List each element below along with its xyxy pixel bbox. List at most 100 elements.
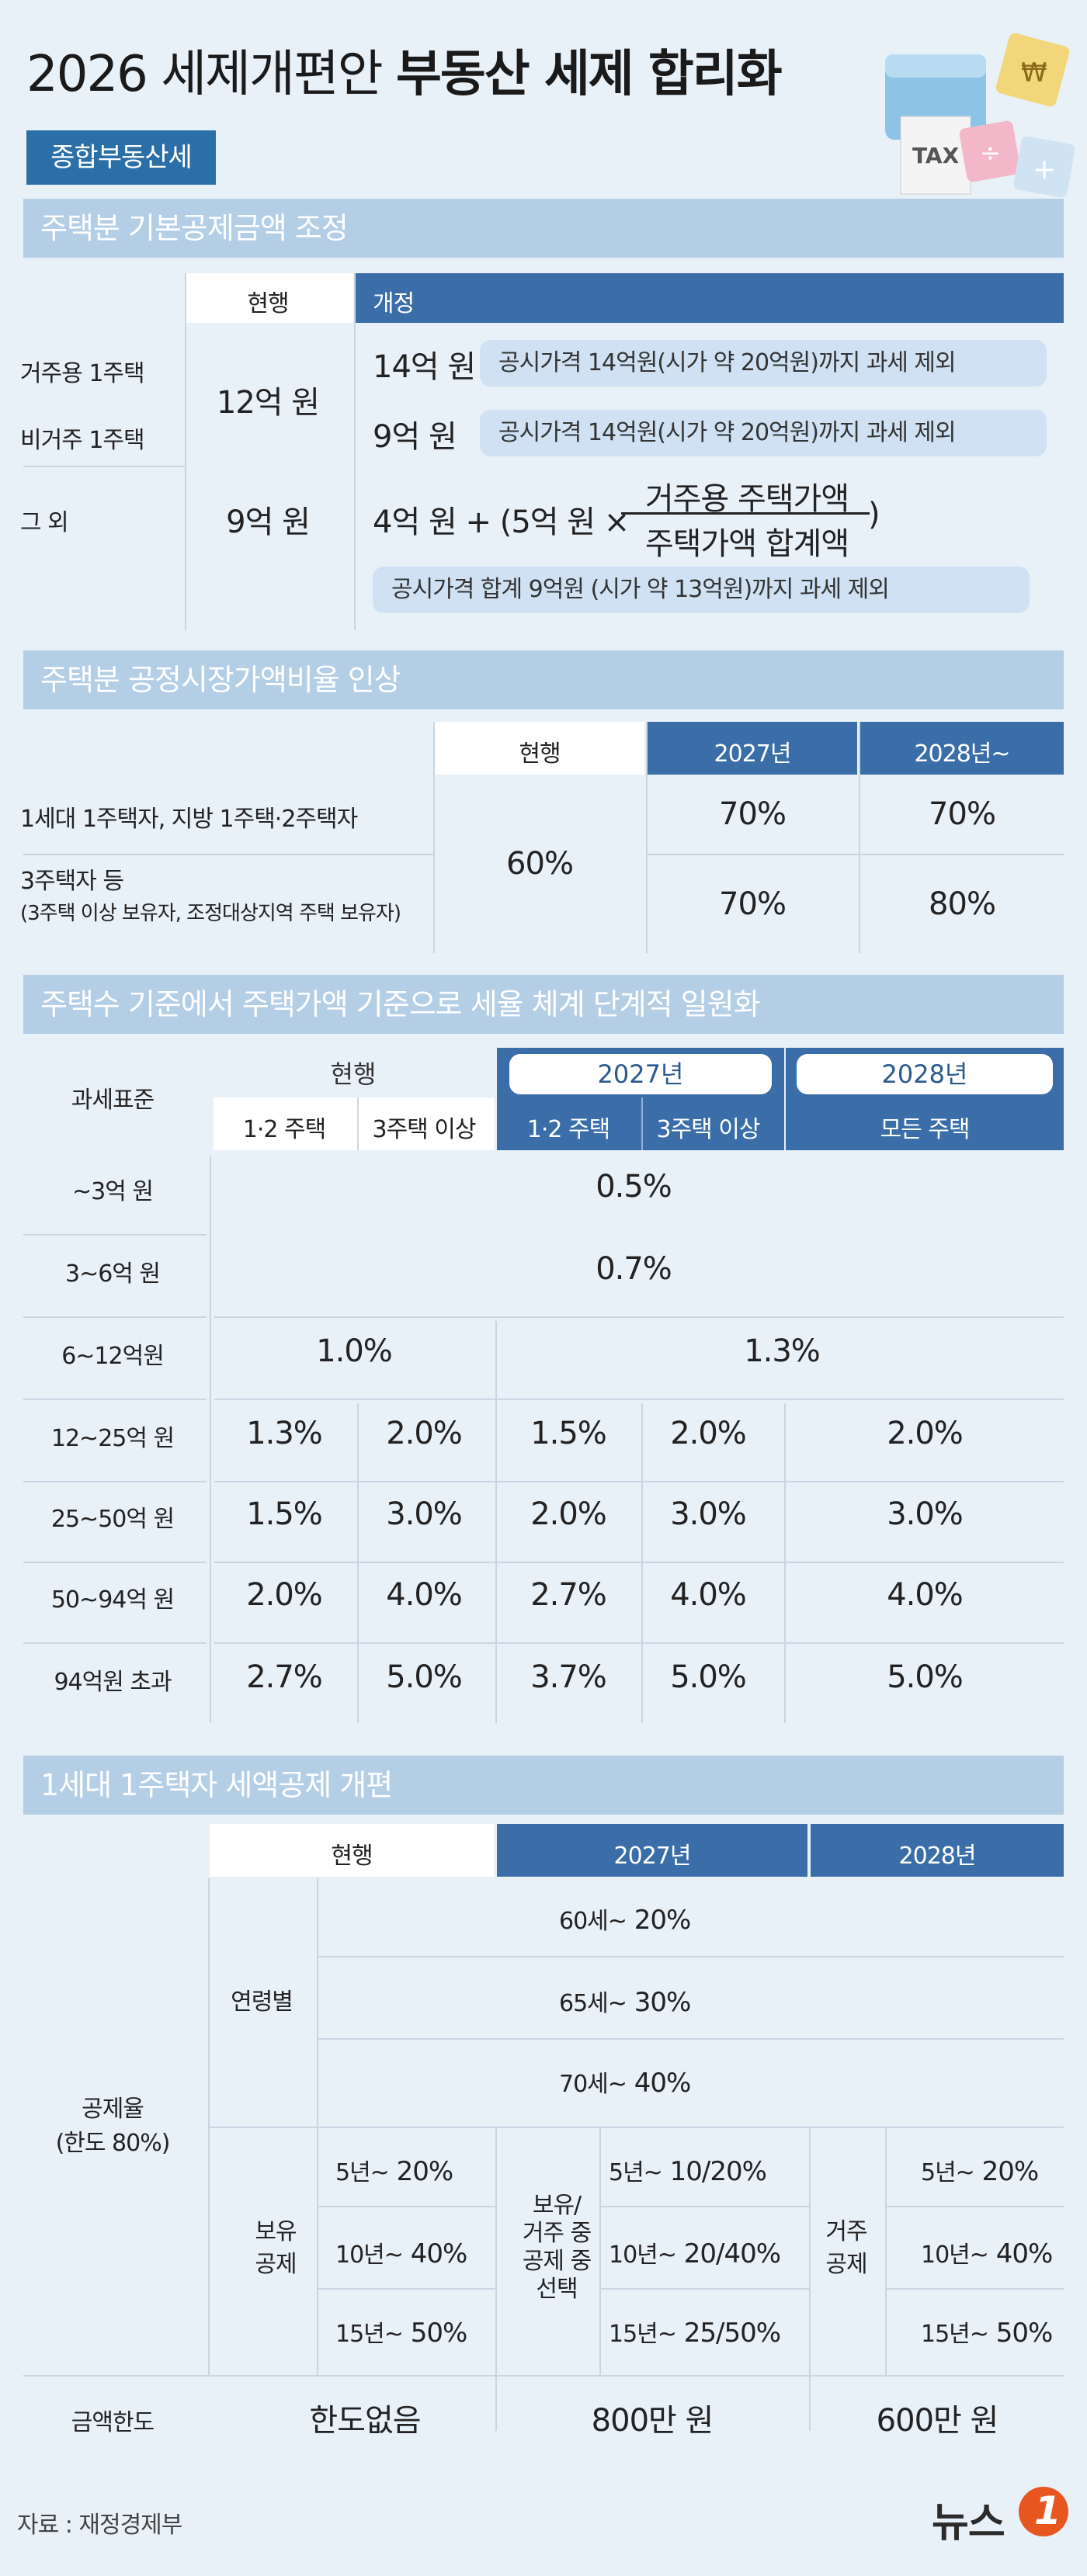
rate-cell: 2.0% bbox=[530, 1496, 607, 1532]
limit-label: 금액한도 bbox=[71, 2409, 155, 2436]
rate-merged: 0.7% bbox=[596, 1251, 672, 1287]
ratio-r2-2027: 70% bbox=[719, 886, 787, 922]
rate-row-label: 94억원 초과 bbox=[54, 1669, 172, 1696]
svg-text:TAX: TAX bbox=[912, 143, 960, 168]
sel-label-2: 거주 중 bbox=[522, 2220, 592, 2247]
rate-cell: 4.0% bbox=[887, 1577, 964, 1613]
hold-label-2: 공제 bbox=[255, 2251, 297, 2278]
col-2028-4: 2028년 bbox=[898, 1843, 977, 1870]
age-label: 연령별 bbox=[231, 1988, 293, 2016]
revised-9: 9억 원 bbox=[373, 419, 457, 455]
ratio-current: 60% bbox=[506, 846, 574, 882]
source-note: 자료 : 재정경제부 bbox=[17, 2512, 182, 2539]
sel-label-3: 공제 중 bbox=[522, 2248, 592, 2275]
svg-text:₩: ₩ bbox=[1021, 57, 1047, 88]
rate-cell: 4.0% bbox=[670, 1577, 747, 1613]
col-2027: 2027년 bbox=[714, 740, 792, 768]
header-2028 bbox=[860, 722, 1064, 775]
rate-cell: 3.7% bbox=[530, 1659, 607, 1695]
rate-row-label: 12~25억 원 bbox=[50, 1425, 175, 1452]
row-multi: 3주택자 등 bbox=[20, 868, 124, 895]
header-2027 bbox=[648, 722, 857, 775]
news1-logo: 뉴스 1 bbox=[932, 2484, 1071, 2547]
rate-cell: 4.0% bbox=[386, 1577, 463, 1613]
section-tag: 종합부동산세 bbox=[26, 130, 216, 185]
rate-cell: 1.5% bbox=[246, 1496, 323, 1532]
sub-all-2028: 모든 주택 bbox=[880, 1116, 971, 1143]
age-row-2: 65세~ 30% bbox=[559, 1987, 691, 2018]
hold-row-2: 10년~ 40% bbox=[335, 2238, 467, 2269]
res-label-2: 공제 bbox=[825, 2251, 867, 2278]
header-2028-3: 2028년 bbox=[797, 1054, 1053, 1094]
formula-close: ) bbox=[868, 497, 880, 532]
rate-cell: 2.0% bbox=[246, 1577, 323, 1613]
age-row-3: 70세~ 40% bbox=[559, 2068, 691, 2099]
res-row-2: 10년~ 40% bbox=[921, 2238, 1053, 2269]
svg-text:+: + bbox=[1033, 154, 1056, 185]
header-2027-3: 2027년 bbox=[509, 1054, 772, 1094]
col-2027-4: 2027년 bbox=[613, 1843, 692, 1870]
header-current-2 bbox=[435, 722, 644, 775]
col-2028: 2028년~ bbox=[914, 740, 1010, 768]
sub-3-2027: 3주택 이상 bbox=[656, 1116, 760, 1143]
rate-cell: 2.7% bbox=[246, 1659, 323, 1695]
note-1: 공시가격 14억원(시가 약 20억원)까지 과세 제외 bbox=[480, 340, 1047, 387]
rate-cell: 3.0% bbox=[887, 1496, 964, 1532]
section-title-ratio: 주택분 공정시장가액비율 인상 bbox=[23, 650, 1064, 709]
rate-sub: (한도 80%) bbox=[55, 2130, 171, 2157]
sel-row-2: 10년~ 20/40% bbox=[609, 2238, 781, 2269]
rate-cell: 2.0% bbox=[670, 1416, 747, 1451]
sub-12-current: 1·2 주택 bbox=[242, 1116, 326, 1143]
limit-current: 한도없음 bbox=[309, 2403, 421, 2439]
note-3: 공시가격 합계 9억원 (시가 약 13억원)까지 과세 제외 bbox=[373, 567, 1030, 613]
formula-numerator: 거주용 주택가액 bbox=[644, 481, 849, 517]
rate-cell: 3.0% bbox=[670, 1496, 747, 1532]
rate-cell: 2.7% bbox=[530, 1577, 607, 1613]
rate-cell: 5.0% bbox=[670, 1659, 747, 1695]
tax-illustration-icon: TAX ₩ ÷ + bbox=[877, 31, 1079, 202]
row-other: 그 외 bbox=[20, 509, 69, 536]
rate-row-label: ~3억 원 bbox=[72, 1178, 154, 1205]
header-current-3: 현행 bbox=[225, 1054, 481, 1094]
sub-12-2027: 1·2 주택 bbox=[526, 1116, 610, 1143]
fraction-bar bbox=[621, 512, 870, 515]
rate-cell: 2.0% bbox=[386, 1416, 463, 1451]
col-current-4: 현행 bbox=[331, 1843, 373, 1870]
current-12: 12억 원 bbox=[216, 385, 320, 421]
row-multi-sub: (3주택 이상 보유자, 조정대상지역 주택 보유자) bbox=[20, 902, 401, 925]
rate-cell: 5.0% bbox=[386, 1659, 463, 1695]
rate-row-label: 50~94억 원 bbox=[50, 1586, 175, 1614]
rate-cell: 2.0% bbox=[887, 1416, 964, 1451]
sel-label-1: 보유/ bbox=[532, 2192, 582, 2219]
ratio-r1-2028: 70% bbox=[929, 796, 996, 832]
ratio-r1-2027: 70% bbox=[719, 796, 787, 832]
revised-14: 14억 원 bbox=[373, 349, 476, 385]
col-base: 과세표준 bbox=[71, 1087, 155, 1114]
page-title: 2026 세제개편안 부동산 세제 합리화 bbox=[26, 46, 783, 103]
rate-cell: 3.0% bbox=[386, 1496, 463, 1532]
rate-merged: 0.5% bbox=[596, 1169, 672, 1205]
row-single: 1세대 1주택자, 지방 1주택·2주택자 bbox=[20, 806, 358, 833]
limit-2028: 600만 원 bbox=[876, 2403, 999, 2439]
header-revised bbox=[356, 273, 1064, 323]
res-label-1: 거주 bbox=[825, 2218, 867, 2245]
hold-label-1: 보유 bbox=[255, 2218, 297, 2245]
rate-cell: 5.0% bbox=[887, 1659, 964, 1695]
rate-label: 공제율 bbox=[82, 2096, 144, 2123]
res-row-3: 15년~ 50% bbox=[921, 2318, 1053, 2349]
rate-cell: 1.5% bbox=[530, 1416, 607, 1451]
row-resident: 거주용 1주택 bbox=[20, 360, 145, 387]
section-title-deduction: 주택분 기본공제금액 조정 bbox=[23, 199, 1064, 258]
rate-row-label: 3~6억 원 bbox=[64, 1260, 161, 1288]
note-2: 공시가격 14억원(시가 약 20억원)까지 과세 제외 bbox=[480, 410, 1047, 456]
rate-cell: 1.3% bbox=[246, 1416, 323, 1451]
sel-row-3: 15년~ 25/50% bbox=[609, 2318, 781, 2349]
ratio-r2-2028: 80% bbox=[929, 886, 996, 922]
sel-label-4: 선택 bbox=[536, 2276, 578, 2303]
age-row-1: 60세~ 20% bbox=[559, 1905, 691, 1936]
res-row-1: 5년~ 20% bbox=[921, 2156, 1039, 2187]
hold-row-3: 15년~ 50% bbox=[335, 2318, 467, 2349]
section-title-credit: 1세대 1주택자 세액공제 개편 bbox=[23, 1756, 1064, 1815]
col-revised: 개정 bbox=[373, 290, 415, 317]
sub-3-current: 3주택 이상 bbox=[372, 1116, 476, 1143]
